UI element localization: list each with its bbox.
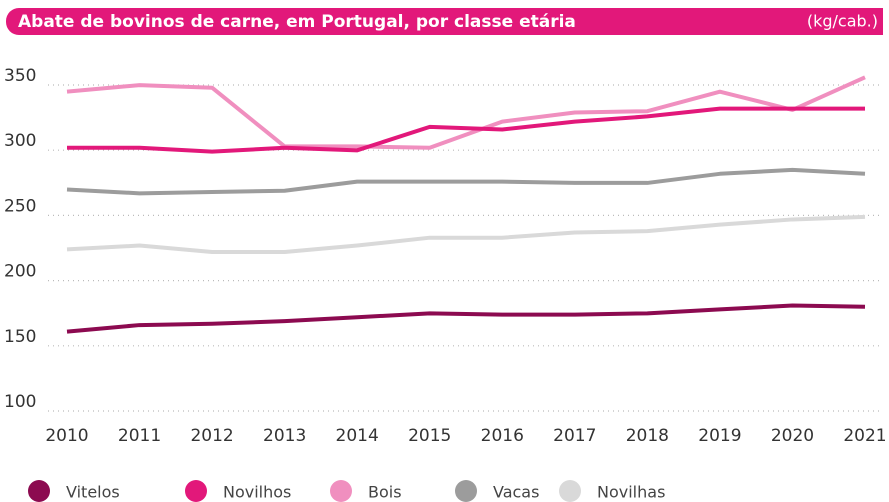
legend-swatch [28,480,50,502]
x-tick-label: 2016 [481,426,524,446]
y-tick-label: 300 [4,131,36,151]
legend-swatch [185,480,207,502]
x-tick-label: 2020 [771,426,814,446]
legend-label: Vitelos [66,483,120,502]
x-tick-label: 2010 [45,426,88,446]
legend-label: Novilhos [223,483,291,502]
x-tick-label: 2014 [336,426,379,446]
x-tick-label: 2019 [698,426,741,446]
legend-swatch [455,480,477,502]
title-banner [440,8,883,35]
legend-label: Vacas [493,483,539,502]
y-tick-label: 100 [4,392,36,412]
y-tick-label: 250 [4,196,36,216]
y-tick-label: 350 [4,66,36,86]
x-tick-label: 2021 [843,426,886,446]
legend-swatch [330,480,352,502]
legend-label: Bois [368,483,402,502]
x-tick-label: 2015 [408,426,451,446]
series-line [66,303,866,334]
y-tick-label: 200 [4,262,36,282]
x-tick-label: 2013 [263,426,306,446]
x-tick-label: 2017 [553,426,596,446]
series-line [67,106,865,154]
series-line [66,75,866,150]
series-line [66,167,866,196]
x-tick-label: 2011 [118,426,161,446]
legend-swatch [559,480,581,502]
x-tick-label: 2012 [190,426,233,446]
y-tick-label: 150 [4,327,36,347]
unit-label: (kg/cab.) [807,12,878,31]
series-line [66,214,866,255]
x-tick-label: 2018 [626,426,669,446]
legend-label: Novilhas [597,483,665,502]
chart-title: Abate de bovinos de carne, em Portugal, … [18,12,576,32]
